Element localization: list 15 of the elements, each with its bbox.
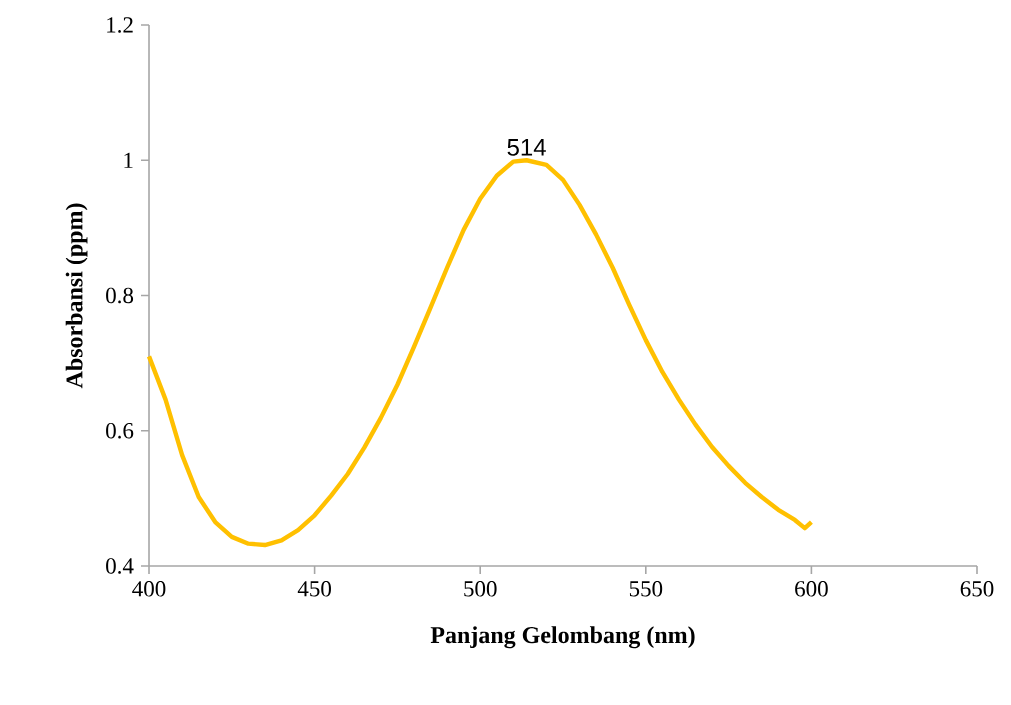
y-axis-title: Absorbansi (ppm) bbox=[65, 203, 88, 389]
annotation: 514 bbox=[507, 139, 546, 156]
y-tick-label: 0.4 bbox=[106, 558, 134, 574]
x-tick-label: 450 bbox=[297, 581, 331, 597]
y-tick-label: 0.6 bbox=[106, 422, 134, 439]
y-tick-label: 1.2 bbox=[107, 17, 133, 33]
y-tick-label: 0.8 bbox=[106, 287, 134, 304]
x-tick-label: 600 bbox=[795, 581, 828, 597]
x-tick-label: 550 bbox=[629, 581, 663, 597]
x-tick-label: 500 bbox=[464, 581, 497, 597]
y-tick-label: 1 bbox=[124, 152, 133, 168]
x-tick-label: 400 bbox=[132, 581, 166, 597]
line-series bbox=[146, 158, 814, 548]
x-axis-title: Panjang Gelombang (nm) bbox=[430, 626, 695, 649]
x-tick-label: 650 bbox=[960, 581, 994, 597]
